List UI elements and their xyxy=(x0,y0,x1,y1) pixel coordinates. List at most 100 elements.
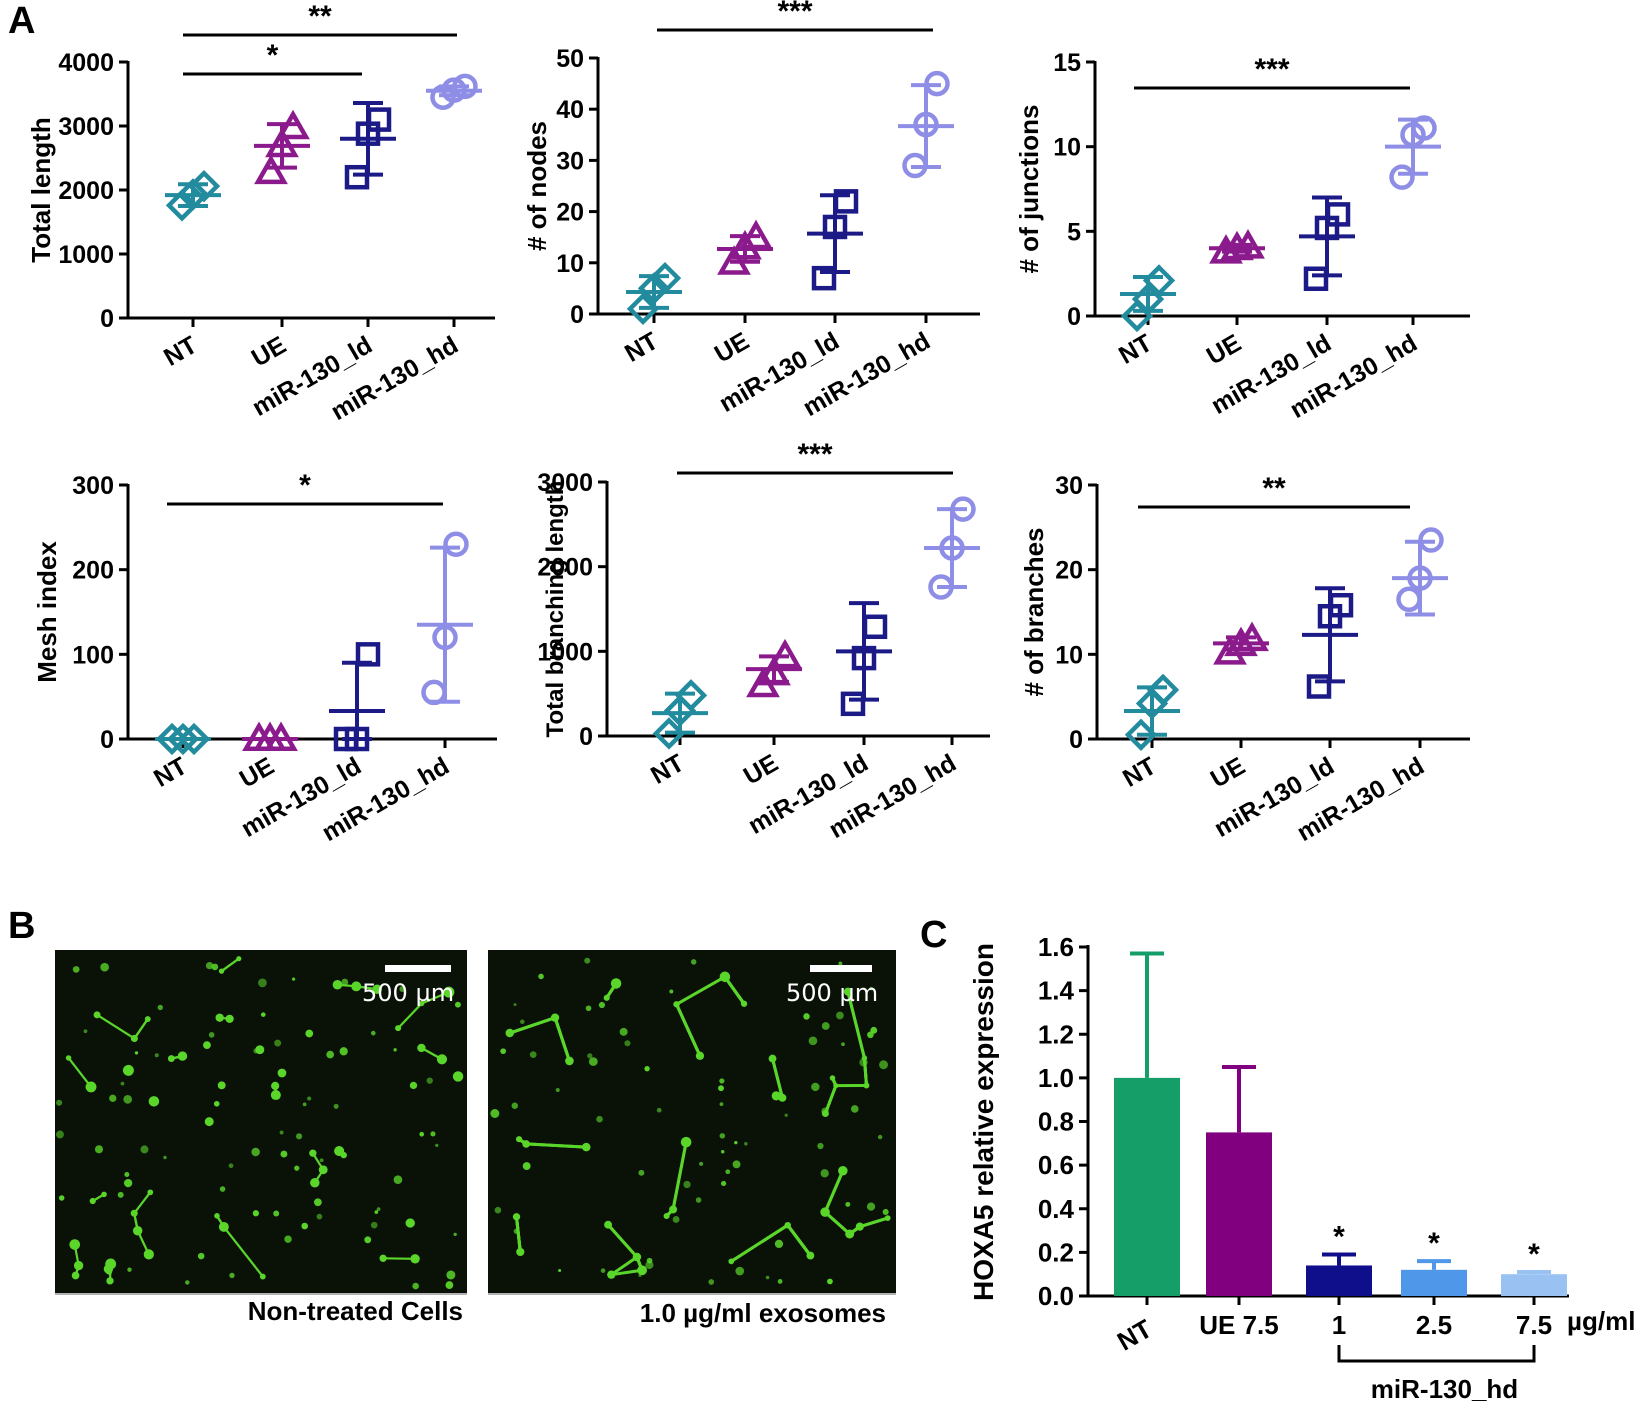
network-branch xyxy=(222,1225,264,1278)
data-point-diamond xyxy=(1142,264,1176,297)
y-tick-label: 100 xyxy=(72,641,114,669)
data-point-circle xyxy=(939,535,965,561)
micrograph-right-image xyxy=(488,950,896,1293)
cell-node xyxy=(143,1249,154,1260)
data-point-diamond xyxy=(176,178,210,211)
data-point-circle xyxy=(1396,586,1422,613)
cell-dot xyxy=(718,1085,724,1092)
data-point-triangle xyxy=(254,154,288,185)
group-mir-130-ld xyxy=(836,601,892,717)
cell-dot xyxy=(721,1149,725,1154)
cell-node xyxy=(607,1270,616,1279)
cell-node xyxy=(550,1013,560,1022)
cell-dot xyxy=(690,959,697,965)
cell-node xyxy=(806,1251,815,1260)
cell-node xyxy=(603,994,610,1001)
y-tick-label: 300 xyxy=(72,472,114,500)
x-tick-label-nt: NT xyxy=(149,752,192,793)
y-tick-label: 5 xyxy=(1067,218,1081,246)
cell-dot xyxy=(841,1042,845,1047)
cell-node xyxy=(305,1029,314,1038)
group-mir-130-hd xyxy=(1385,115,1441,190)
data-point-diamond xyxy=(1146,673,1180,707)
y-tick-label: 2000 xyxy=(537,554,593,582)
network-branch xyxy=(553,1016,571,1063)
cell-dot xyxy=(426,1077,433,1084)
cell-dot xyxy=(784,1113,788,1117)
data-point-circle xyxy=(432,624,458,651)
cell-dot xyxy=(494,1206,502,1214)
cell-dot xyxy=(409,1081,418,1090)
data-point-diamond xyxy=(1124,718,1158,751)
cell-dot xyxy=(134,1051,139,1055)
y-tick-label: 15 xyxy=(1053,49,1081,77)
y-tick-label: 0.6 xyxy=(1038,1150,1074,1180)
x-tick-label-ue: UE xyxy=(1206,752,1250,794)
cell-dot xyxy=(624,1040,631,1047)
cell-dot xyxy=(370,1030,376,1036)
cell-dot xyxy=(406,1219,411,1224)
data-point-diamond xyxy=(648,261,682,295)
data-point-triangle xyxy=(276,109,310,140)
cell-node xyxy=(673,1001,680,1008)
cell-dot xyxy=(585,1005,592,1012)
cell-dot xyxy=(364,1236,372,1244)
cell-node xyxy=(69,1239,81,1250)
data-point-diamond xyxy=(155,722,189,756)
data-point-square xyxy=(862,614,888,640)
cell-node xyxy=(217,1081,226,1090)
cell-dot xyxy=(500,1048,506,1055)
cell-dot xyxy=(735,1266,745,1276)
x-tick-label-nt: NT xyxy=(646,749,689,790)
group-nt xyxy=(155,722,211,756)
cell-dot xyxy=(219,1186,226,1192)
cell-node xyxy=(71,1271,80,1280)
x-tick-label-nt: NT xyxy=(1118,752,1161,793)
data-point-diamond xyxy=(637,272,671,305)
cell-dot xyxy=(197,1252,205,1260)
cell-dot xyxy=(774,1239,784,1249)
significance-star: *** xyxy=(777,0,812,28)
cell-dot xyxy=(734,1141,738,1145)
network-branch xyxy=(823,1210,852,1236)
cell-dot xyxy=(719,1102,724,1106)
cell-dot xyxy=(820,1169,829,1178)
cell-node xyxy=(101,1191,107,1198)
cell-dot xyxy=(645,1260,654,1270)
data-point-diamond xyxy=(1131,282,1165,316)
network-branch xyxy=(823,1169,845,1214)
cell-dot xyxy=(292,977,296,981)
y-tick-label: 200 xyxy=(72,557,114,585)
cell-dot xyxy=(879,1060,888,1070)
group-nt xyxy=(1120,264,1176,333)
network-branch xyxy=(771,1057,784,1100)
cell-dot xyxy=(72,966,80,973)
cell-node xyxy=(309,1149,317,1157)
group-mir-130-ld xyxy=(1299,195,1355,291)
y-tick-label: 2000 xyxy=(58,177,114,205)
bar xyxy=(1306,1265,1372,1296)
cell-node xyxy=(863,1082,870,1089)
cell-dot xyxy=(326,1050,335,1059)
cell-dot xyxy=(127,1267,132,1272)
data-point-square xyxy=(355,642,381,667)
network-branch xyxy=(606,1223,639,1259)
y-axis-label: Total length xyxy=(26,117,56,262)
data-point-diamond xyxy=(177,722,211,756)
cell-dot xyxy=(538,973,544,980)
network-branch xyxy=(609,1268,644,1277)
data-point-square xyxy=(1303,266,1329,291)
data-point-square xyxy=(1328,592,1354,618)
group-nt xyxy=(626,261,682,326)
cell-dot xyxy=(869,986,873,991)
cell-node xyxy=(301,1222,309,1230)
cell-node xyxy=(436,1054,448,1065)
y-axis-label: HOXA5 relative expression xyxy=(968,943,999,1301)
cell-dot xyxy=(117,1191,124,1198)
bar xyxy=(1501,1274,1567,1296)
y-tick-label: 0 xyxy=(100,305,114,333)
cell-node xyxy=(833,1083,839,1089)
cell-node xyxy=(582,1142,591,1152)
